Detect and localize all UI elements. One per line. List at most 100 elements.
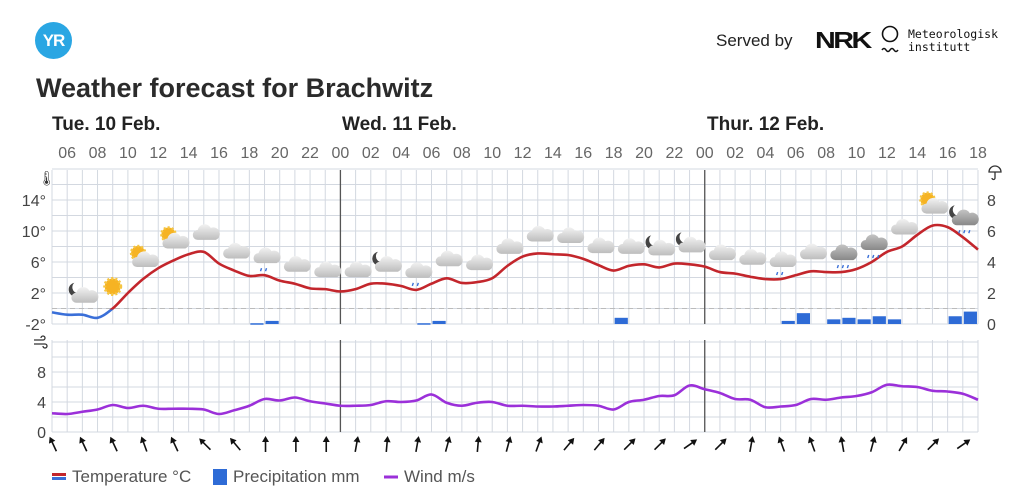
moon (675, 232, 690, 247)
raindrop (264, 267, 268, 272)
cloudy-icon (739, 249, 767, 265)
precipitation-bar (265, 320, 279, 324)
legend-wind: Wind m/s (384, 467, 475, 487)
cloud (283, 256, 311, 272)
precipitation-bar (796, 313, 810, 324)
hour-label: 06 (787, 145, 805, 162)
met-institute-logo[interactable]: Meteorologisk institutt (908, 28, 998, 54)
day-label-thu: Thur. 12 Feb. (707, 114, 825, 135)
cloudy-icon (617, 238, 645, 254)
partly-cloudy-night-icon (372, 251, 402, 272)
wind-direction-arrow-icon (262, 436, 270, 452)
hour-label: 16 (574, 145, 592, 162)
wind-direction-arrow-icon (292, 436, 300, 452)
arrow-head (719, 438, 727, 446)
arrow-head (262, 436, 270, 442)
arrow-head (444, 436, 452, 443)
precipitation-bar (827, 319, 841, 324)
wind-direction-arrow-icon (714, 438, 727, 451)
legend-precipitation-label: Precipitation mm (233, 467, 360, 486)
umbrella-icon (988, 165, 1002, 181)
raindrop (780, 271, 784, 276)
wind-direction-arrow-icon (444, 436, 452, 452)
arrow-head (963, 439, 971, 446)
hour-label: 10 (848, 145, 866, 162)
raindrop (963, 229, 966, 234)
cloud (223, 242, 251, 259)
cloudy-icon (891, 218, 919, 235)
hour-label: 04 (392, 145, 410, 162)
wind-legend-icon (384, 475, 398, 479)
raindrop (259, 267, 263, 272)
cloud (466, 254, 494, 271)
raindrop (775, 271, 779, 276)
raindrop (411, 282, 414, 287)
hour-label: 08 (453, 145, 471, 162)
wind-direction-arrow-icon (383, 436, 391, 453)
cloud (648, 239, 676, 256)
arrow-head (869, 436, 877, 443)
thermometer-icon: 🌡 (38, 170, 56, 186)
arrow-head (598, 437, 605, 445)
precipitation-bar (887, 319, 902, 324)
hour-label: 10 (483, 145, 501, 162)
wind-direction-arrow-icon (109, 436, 118, 452)
arrow-head (505, 436, 513, 443)
cloud (860, 234, 888, 250)
temp-tick-label: 14° (22, 193, 46, 210)
arrow-head (292, 436, 300, 442)
precipitation-bar (250, 323, 264, 325)
temperature-legend-icon (52, 473, 66, 480)
arrow-head (353, 436, 361, 443)
cloudy-icon (466, 254, 494, 271)
hour-label: 22 (665, 145, 683, 162)
hour-label: 08 (817, 145, 835, 162)
cloud (192, 224, 220, 240)
fair-night-icon (675, 232, 706, 253)
fair-day-icon (160, 226, 190, 249)
precip-tick-label: 4 (987, 255, 996, 272)
met-institute-logo-icon (881, 25, 899, 53)
light-rain-icon (405, 262, 433, 287)
wind-direction-arrow-icon (322, 436, 330, 452)
raindrop (836, 264, 840, 269)
temp-tick-label: 6° (31, 255, 46, 272)
cloudy-icon (587, 237, 615, 254)
raindrop (958, 229, 961, 234)
temp-tick-label: 10° (22, 224, 46, 241)
cloud (617, 238, 645, 254)
hour-label: 18 (969, 145, 987, 162)
wind-direction-arrow-icon (79, 436, 88, 452)
wind-direction-arrow-icon (563, 437, 575, 451)
wind-direction-arrow-icon (140, 436, 148, 452)
hour-label: 00 (332, 145, 350, 162)
arrow-head (748, 436, 756, 443)
legend-temperature: Temperature °C (52, 467, 191, 487)
wind-direction-arrow-icon (505, 436, 513, 452)
raindrop (841, 264, 845, 269)
legend-precipitation: Precipitation mm (213, 467, 360, 487)
arrow-head (199, 438, 206, 446)
wind-icon (34, 335, 48, 349)
met-logo-line2: institutt (908, 40, 971, 54)
cloud (769, 251, 797, 268)
yr-logo[interactable]: YR (35, 22, 72, 59)
hour-label: 14 (908, 145, 926, 162)
rain-night-icon (949, 205, 979, 234)
raindrop (877, 254, 880, 259)
cloud (71, 287, 99, 303)
fair-day-icon (129, 244, 160, 268)
hour-label: 04 (757, 145, 775, 162)
arrow-head (140, 436, 147, 444)
wind-direction-arrow-icon (808, 436, 816, 452)
precip-tick-label: 6 (987, 224, 996, 241)
cloud (435, 250, 463, 267)
temp-tick-label: -2° (25, 317, 46, 334)
raindrop (416, 282, 419, 287)
wind-direction-arrow-icon (927, 438, 940, 451)
clear-day-icon (103, 277, 123, 296)
nrk-logo[interactable]: NRK (815, 27, 872, 53)
wind-direction-arrow-icon (48, 436, 58, 452)
cloud (344, 261, 372, 278)
temperature-line-warm (109, 223, 979, 310)
